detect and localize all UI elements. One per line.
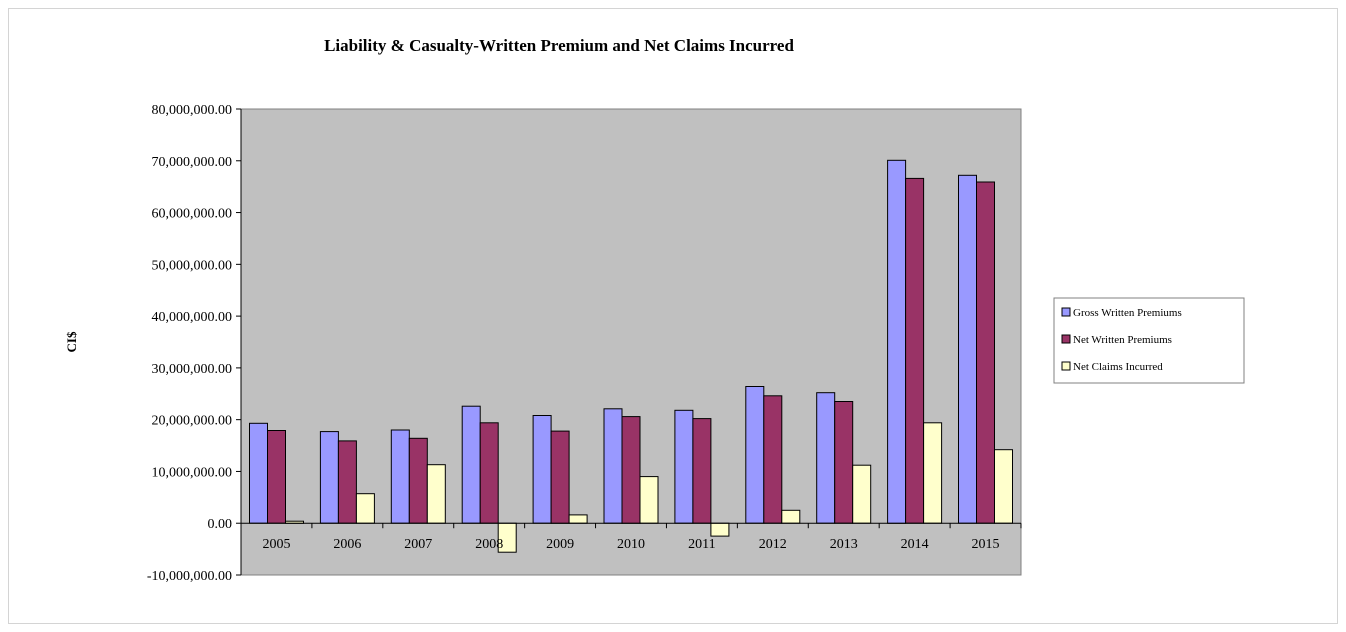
bar-net-written-premiums-2006 bbox=[337, 440, 357, 524]
legend-label: Net Written Premiums bbox=[1073, 334, 1172, 346]
bar-net-written-premiums-2009 bbox=[550, 430, 570, 524]
chart-title: Liability & Casualty-Written Premium and… bbox=[324, 36, 794, 55]
bar-net-written-premiums-2008 bbox=[479, 422, 499, 524]
bar-gross-written-premiums-2008 bbox=[461, 405, 481, 524]
y-tick-label: 80,000,000.00 bbox=[152, 103, 233, 118]
bar-gross-written-premiums-2014 bbox=[887, 159, 907, 524]
x-tick-label: 2008 bbox=[475, 537, 503, 552]
x-tick-label: 2013 bbox=[830, 537, 858, 552]
bar-gross-written-premiums-2011 bbox=[674, 409, 694, 524]
y-tick-label: 60,000,000.00 bbox=[152, 207, 233, 222]
x-tick-label: 2011 bbox=[688, 537, 715, 552]
bar-net-written-premiums-2012 bbox=[763, 395, 783, 524]
y-tick-label: 50,000,000.00 bbox=[152, 258, 233, 273]
y-tick-label: -10,000,000.00 bbox=[147, 569, 232, 584]
legend-swatch-net-claims-incurred bbox=[1061, 361, 1071, 371]
bar-net-claims-incurred-2013 bbox=[852, 464, 872, 524]
y-tick-label: 30,000,000.00 bbox=[152, 362, 233, 377]
legend-swatch-gross-written-premiums bbox=[1061, 307, 1071, 317]
bar-net-claims-incurred-2007 bbox=[426, 464, 446, 524]
y-tick-label: 20,000,000.00 bbox=[152, 414, 233, 429]
bar-gross-written-premiums-2013 bbox=[816, 392, 836, 524]
x-tick-label: 2015 bbox=[972, 537, 1000, 552]
bar-gross-written-premiums-2012 bbox=[745, 386, 765, 524]
bar-gross-written-premiums-2009 bbox=[532, 415, 552, 524]
bar-net-written-premiums-2015 bbox=[976, 181, 995, 524]
x-tick-label: 2009 bbox=[546, 537, 574, 552]
legend-swatch-net-written-premiums bbox=[1061, 334, 1071, 344]
bar-net-claims-incurred-2014 bbox=[923, 422, 943, 524]
bar-gross-written-premiums-2010 bbox=[603, 408, 623, 524]
legend-label: Net Claims Incurred bbox=[1073, 361, 1163, 373]
bar-net-written-premiums-2007 bbox=[408, 437, 428, 524]
bar-net-claims-incurred-2015 bbox=[994, 449, 1013, 524]
y-tick-label: 0.00 bbox=[208, 517, 233, 532]
bar-net-claims-incurred-2009 bbox=[568, 514, 588, 524]
bar-net-written-premiums-2010 bbox=[621, 416, 641, 524]
y-tick-label: 10,000,000.00 bbox=[152, 465, 233, 480]
bar-net-written-premiums-2013 bbox=[834, 401, 854, 524]
legend-box bbox=[1053, 297, 1245, 384]
bar-net-claims-incurred-2012 bbox=[781, 509, 801, 524]
bar-gross-written-premiums-2006 bbox=[319, 431, 339, 524]
x-tick-label: 2012 bbox=[759, 537, 787, 552]
bar-gross-written-premiums-2015 bbox=[958, 174, 977, 524]
x-tick-label: 2006 bbox=[333, 537, 361, 552]
axes-layer: 2005 2006 2007 2008 2009 2010 2011 2012 2013 2014… bbox=[147, 103, 1022, 584]
x-tick-label: 2014 bbox=[901, 537, 929, 552]
y-tick-label: 40,000,000.00 bbox=[152, 310, 233, 325]
bar-net-written-premiums-2011 bbox=[692, 418, 712, 524]
y-axis-label: CI$ bbox=[64, 331, 79, 352]
bar-gross-written-premiums-2005 bbox=[249, 422, 268, 524]
bar-net-written-premiums-2014 bbox=[905, 177, 925, 524]
bar-net-claims-incurred-2011 bbox=[710, 522, 730, 537]
x-tick-label: 2005 bbox=[263, 537, 291, 552]
bar-gross-written-premiums-2007 bbox=[390, 429, 410, 524]
bar-net-claims-incurred-2006 bbox=[355, 493, 375, 524]
x-tick-label: 2007 bbox=[404, 537, 432, 552]
x-tick-label: 2010 bbox=[617, 537, 645, 552]
legend-label: Gross Written Premiums bbox=[1073, 307, 1182, 319]
y-tick-label: 70,000,000.00 bbox=[152, 155, 233, 170]
bar-net-written-premiums-2005 bbox=[267, 430, 286, 524]
legend: Gross Written Premiums Net Written Premiu… bbox=[1053, 297, 1245, 384]
bar-net-claims-incurred-2010 bbox=[639, 476, 659, 524]
